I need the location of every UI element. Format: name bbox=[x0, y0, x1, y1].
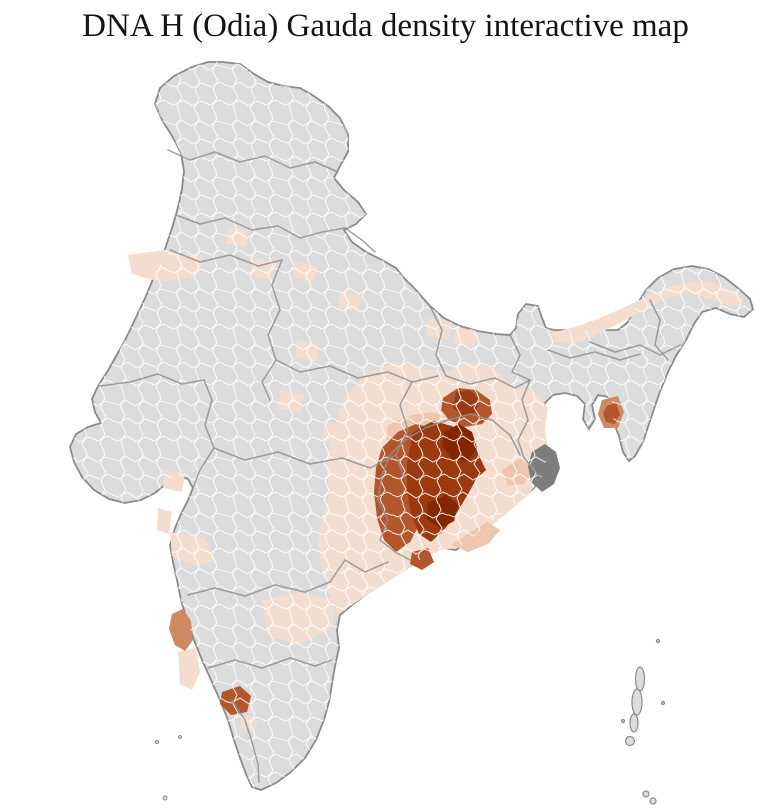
district-cluster[interactable] bbox=[178, 648, 200, 690]
page-title: DNA H (Odia) Gauda density interactive m… bbox=[82, 8, 689, 44]
lakshadweep-islands[interactable] bbox=[155, 735, 182, 801]
district-cluster[interactable] bbox=[452, 522, 500, 552]
state-borders bbox=[99, 149, 681, 783]
district-cluster[interactable] bbox=[551, 280, 744, 344]
district-cluster[interactable] bbox=[157, 508, 172, 534]
andaman-nicobar-islands[interactable] bbox=[620, 638, 666, 805]
